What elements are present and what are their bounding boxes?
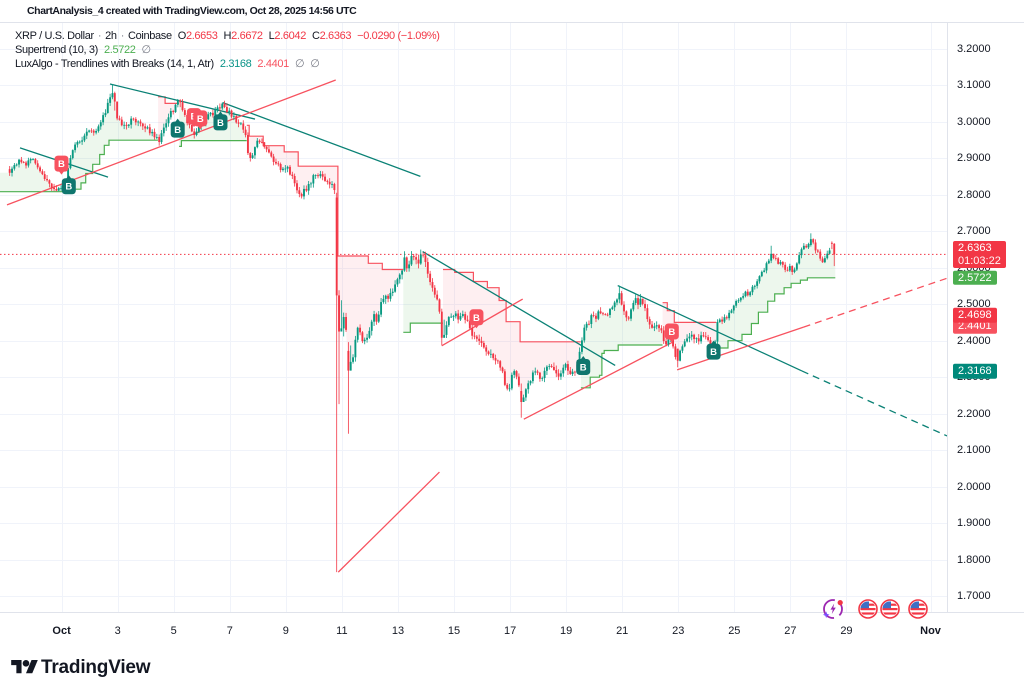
legend-luxalgo-row[interactable]: LuxAlgo - Trendlines with Breaks (14, 1,… (15, 57, 440, 71)
break-markers: BBBBBBBBBB (54, 108, 721, 375)
indicator-price-badge: 2.4698 (953, 307, 997, 323)
open-label: O (177, 30, 187, 42)
candle-bodies (8, 93, 836, 402)
low-label: L (268, 30, 275, 42)
footer: TradingView (0, 648, 1024, 694)
bearish-break-label: B (54, 155, 69, 175)
snapshot-title: ChartAnalysis_4 created with TradingView… (27, 5, 357, 17)
luxalgo-lower-value: 2.3168 (219, 58, 252, 71)
grid-lines (0, 22, 947, 612)
last-price-badge: 2.6363 01:03:22 (953, 241, 1006, 269)
legend-separator: · (97, 30, 102, 42)
indicator-price-badge: 2.5722 (953, 270, 997, 286)
legend-symbol-row[interactable]: XRP / U.S. Dollar · 2h · Coinbase O2.6653 H2.6… (15, 29, 440, 43)
time-axis-label: 11 (336, 625, 348, 637)
price-axis-label: 2.0000 (957, 480, 991, 493)
empty-set-icon: ∅ (141, 44, 152, 57)
luxalgo-name[interactable]: LuxAlgo - Trendlines with Breaks (14, 1,… (15, 58, 214, 71)
price-axis-label: 2.8000 (957, 188, 991, 201)
chart-legend: XRP / U.S. Dollar · 2h · Coinbase O2.6653 H2.6… (15, 29, 440, 72)
indicator-price-badge: 2.3168 (953, 363, 997, 379)
time-axis-label: 5 (170, 625, 177, 637)
svg-text:B: B (58, 159, 65, 170)
luxalgo-upper-value: 2.4401 (257, 58, 289, 71)
high-label: H (223, 30, 232, 42)
price-axis-label: 1.8000 (957, 553, 991, 566)
time-axis-label: Oct (52, 625, 71, 637)
svg-text:B: B (668, 327, 675, 338)
legend-supertrend-row[interactable]: Supertrend (10, 3) 2.5722 ∅ (15, 43, 440, 57)
price-axis-label: 2.4000 (957, 334, 991, 347)
time-axis-label: 19 (560, 625, 573, 637)
tradingview-logo-icon (11, 660, 38, 674)
price-axis-label: 3.2000 (957, 42, 991, 55)
title-bar: ChartAnalysis_4 created with TradingView… (0, 0, 1024, 23)
price-axis-label: 1.9000 (957, 517, 991, 530)
tradingview-wordmark: TradingView (41, 657, 151, 678)
empty-set-icon: ∅ (294, 58, 305, 71)
supertrend-value: 2.5722 (103, 44, 136, 57)
time-axis-label: 25 (728, 625, 741, 637)
change-value: −0.0290 (−1.09%) (357, 30, 440, 42)
price-axis-label: 2.1000 (957, 444, 991, 457)
bearish-break-label: B (664, 323, 679, 343)
bar-countdown: 01:03:22 (958, 254, 1001, 267)
close-value: 2.6363 (319, 30, 352, 42)
price-axis-label: 3.1000 (957, 79, 991, 92)
close-label: C (311, 30, 320, 42)
time-axis-label: 9 (282, 625, 289, 637)
svg-text:B: B (217, 118, 224, 129)
svg-text:B: B (580, 362, 587, 373)
price-axis-label: 2.2000 (957, 407, 991, 420)
time-axis-label: 7 (226, 625, 233, 637)
svg-text:B: B (710, 347, 717, 358)
svg-text:B: B (197, 114, 204, 125)
svg-text:B: B (473, 313, 480, 324)
bearish-break-label: B (469, 309, 484, 329)
time-axis-label: 23 (672, 625, 685, 637)
svg-text:B: B (65, 182, 72, 193)
legend-separator2: · (120, 30, 125, 42)
chart-interval[interactable]: 2h (105, 30, 117, 42)
price-axis[interactable]: 3.20003.10003.00002.90002.80002.70002.60… (947, 22, 1024, 612)
open-value: 2.6653 (185, 30, 218, 42)
bullish-break-label: B (61, 175, 76, 195)
bullish-break-label: B (170, 118, 185, 138)
price-axis-label: 2.9000 (957, 152, 991, 165)
time-axis-label: 17 (503, 625, 517, 637)
time-axis-label: 15 (447, 625, 461, 637)
low-value: 2.6042 (274, 30, 306, 42)
time-axis-label: 27 (784, 625, 797, 637)
exchange-name[interactable]: Coinbase (128, 30, 172, 42)
svg-text:B: B (174, 125, 181, 136)
bullish-break-label: B (706, 340, 721, 360)
empty-set-icon: ∅ (310, 58, 320, 71)
price-axis-label: 2.5000 (957, 298, 991, 311)
time-axis-label: Nov (920, 625, 941, 637)
symbol-name[interactable]: XRP / U.S. Dollar (15, 30, 94, 42)
time-axis[interactable]: Oct 3 5 7 9 11 13 15 17 19 21 23 25 27 29 Nov (0, 612, 1024, 648)
time-axis-label: 13 (391, 625, 405, 637)
price-axis-label: 1.7000 (957, 590, 991, 603)
time-axis-label: 3 (114, 625, 121, 637)
bullish-break-label: B (576, 355, 591, 375)
bearish-break-label: B (193, 110, 208, 130)
supertrend-name[interactable]: Supertrend (10, 3) (15, 44, 98, 57)
price-axis-label: 2.7000 (957, 225, 991, 238)
time-axis-label: 29 (840, 625, 853, 637)
high-value: 2.6672 (231, 30, 263, 42)
time-axis-label: 21 (616, 625, 629, 637)
bullish-break-label: B (213, 111, 228, 131)
price-axis-label: 3.0000 (957, 115, 991, 128)
